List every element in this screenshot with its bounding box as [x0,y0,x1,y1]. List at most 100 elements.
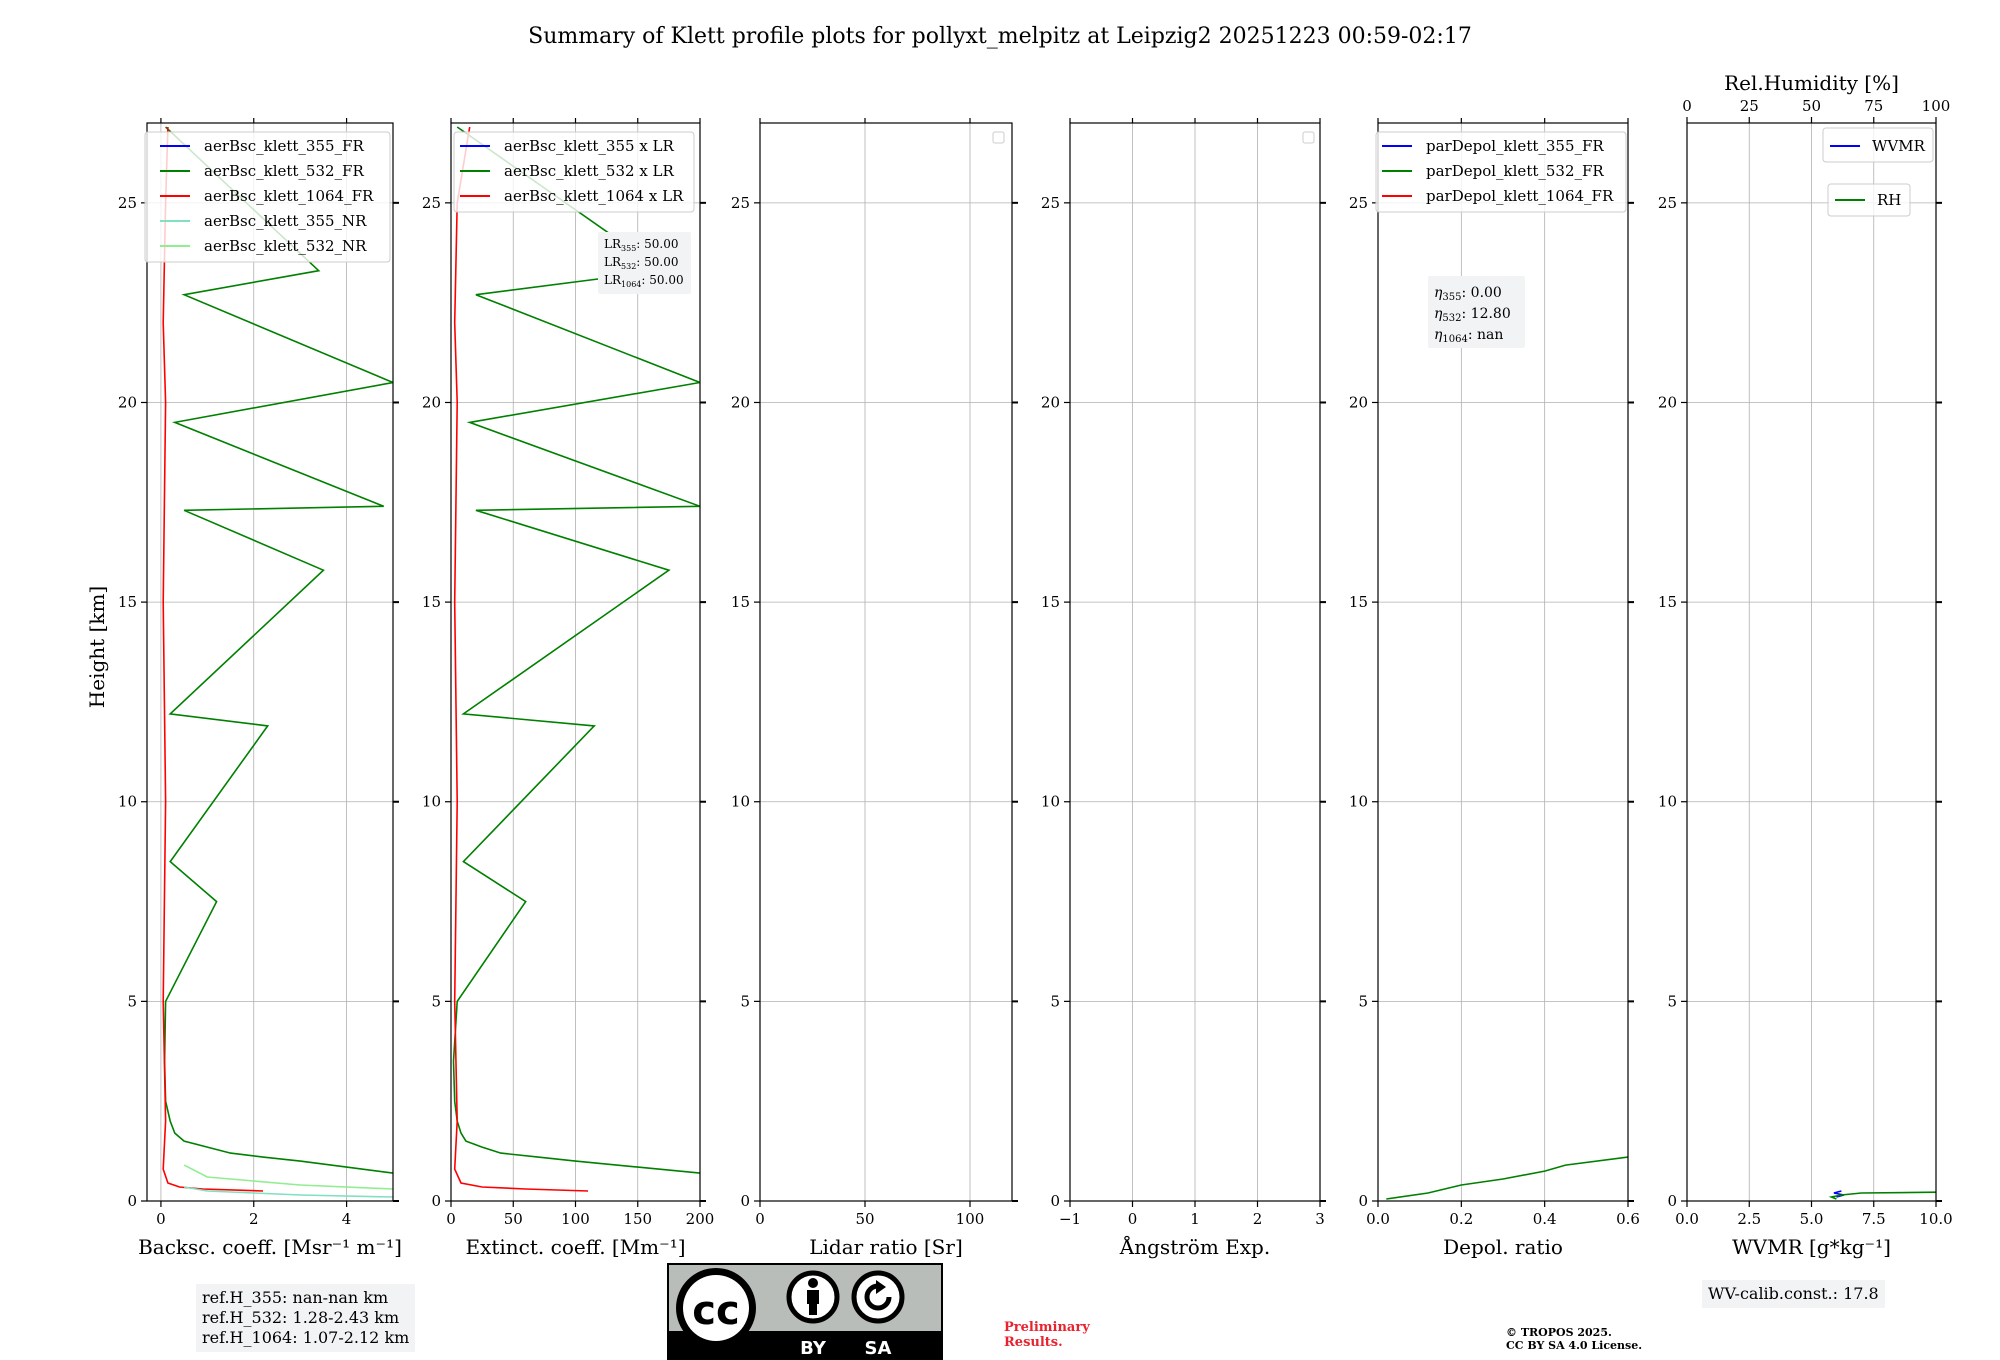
y-tick-label: 0 [127,1192,137,1210]
x-tick-label: 0.6 [1616,1210,1640,1228]
lr532-label: LR532: 50.00 [604,255,679,271]
x-tick-label: 0 [755,1210,765,1228]
y-tick-label: 5 [1050,992,1060,1010]
y-tick-label: 20 [1041,393,1060,411]
x-tick-label: 0.4 [1533,1210,1557,1228]
x-tick-label: 0 [156,1210,166,1228]
series-rh [1828,1191,1936,1200]
legend-label: aerBsc_klett_532_NR [204,237,367,255]
x-tick-label: 0 [446,1210,456,1228]
ref-h355: ref.H_355: nan-nan km [202,1288,389,1307]
lidar-ratio-box: LR355: 50.00 LR532: 50.00 LR1064: 50.00 [598,232,691,294]
eta1064-label: η1064: nan [1434,327,1503,345]
series-aerbsc-klett-1064-fr [162,126,264,1192]
eta-box: η355: 0.00 η532: 12.80 η1064: nan [1428,276,1525,348]
copyright-line-2: CC BY SA 4.0 License. [1506,1339,1643,1352]
y-tick-label: 0 [740,1192,750,1210]
preliminary-line-1: Preliminary [1004,1320,1090,1335]
x-tick-label: 10.0 [1919,1210,1952,1228]
x-tick-label: 150 [623,1210,652,1228]
x-axis-label: WVMR [g*kg⁻¹] [1732,1235,1891,1259]
x-tick-label: 2.5 [1737,1210,1761,1228]
y-tick-label: 25 [731,194,750,212]
x-tick-label: 4 [342,1210,352,1228]
y-tick-label: 25 [1041,194,1060,212]
x-tick-label: 0.0 [1366,1210,1390,1228]
panel-backscatter: 0 2 4 0 5 10 15 20 25 Backsc. coeff. [Msr⁻¹ m⁻¹] [118,118,402,1259]
y-tick-label: 5 [740,992,750,1010]
y-tick-label: 20 [1349,393,1368,411]
copyright-line-1: © TROPOS 2025. [1506,1326,1612,1339]
series-aerbsc-klett-355-nr [183,1186,393,1198]
panel-lidar-ratio: 0 50 100 0 5 10 15 20 25 Lidar ratio [Sr] [731,118,1018,1259]
legend-label: aerBsc_klett_355_FR [204,137,364,155]
x-tick-label: 0.2 [1449,1210,1473,1228]
copyright-note: © TROPOS 2025. CC BY SA 4.0 License. [1506,1326,1642,1352]
x-tick-label: 0.0 [1675,1210,1699,1228]
x-axis-label: Ångström Exp. [1119,1234,1270,1259]
legend-label: aerBsc_klett_1064_FR [204,187,374,205]
lr1064-label: LR1064: 50.00 [604,273,684,289]
y-tick-label: 20 [118,393,137,411]
x-top-tick-label: 75 [1864,97,1883,115]
x-axis-label: Depol. ratio [1443,1235,1563,1259]
legend-extinction: aerBsc_klett_355 x LR aerBsc_klett_532 x… [453,131,695,213]
panel-wvmr: 0.0 2.5 5.0 7.5 10.0 0 5 10 15 20 25 WVMR [g*kg⁻¹] 0… [1658,71,1953,1259]
y-tick-label: 10 [1349,793,1368,811]
legend-label: WVMR [1872,137,1926,155]
legend-label: aerBsc_klett_532 x LR [504,162,675,180]
axes-frame [1377,122,1629,1202]
y-tick-label: 0 [1050,1192,1060,1210]
y-tick-label: 10 [118,793,137,811]
y-tick-label: 5 [1667,992,1677,1010]
figure-title: Summary of Klett profile plots for polly… [528,24,1472,49]
y-tick-label: 0 [431,1192,441,1210]
legend-backscatter: aerBsc_klett_355_FR aerBsc_klett_532_FR … [144,131,391,263]
y-tick-label: 20 [1658,393,1677,411]
series-aerbsc-klett-532-fr [163,126,393,1174]
y-tick-label: 0 [1667,1192,1677,1210]
cc-letters: cc [692,1288,739,1334]
y-axis-label: Height [km] [85,586,109,708]
y-tick-label: 15 [1658,593,1677,611]
legend-label: aerBsc_klett_1064 x LR [504,187,684,205]
cc-by-sa-badge: cc BY SA [667,1263,943,1360]
eta355-label: η355: 0.00 [1434,285,1502,303]
x-tick-label: 200 [686,1210,715,1228]
legend-label: aerBsc_klett_355_NR [204,212,367,230]
wv-calib-box: WV-calib.const.: 17.8 [1702,1280,1885,1308]
y-tick-label: 15 [118,593,137,611]
y-tick-label: 0 [1358,1192,1368,1210]
legend-rh: RH [1827,183,1911,217]
y-tick-label: 25 [422,194,441,212]
lr355-label: LR355: 50.00 [604,237,679,253]
x-axis-label: Lidar ratio [Sr] [809,1235,963,1259]
y-tick-label: 10 [731,793,750,811]
ref-h1064: ref.H_1064: 1.07-2.12 km [202,1328,410,1347]
y-tick-label: 20 [731,393,750,411]
sa-text: SA [865,1338,892,1359]
x-tick-label: 50 [504,1210,523,1228]
legend-label: aerBsc_klett_355 x LR [504,137,675,155]
empty-legend-angstrom [1302,131,1315,144]
preliminary-note: Preliminary Results. [1004,1320,1090,1350]
series-aerbsc-klett-532-nr [183,1164,393,1190]
x-tick-label: 5.0 [1800,1210,1824,1228]
x-tick-label: 2 [249,1210,259,1228]
axes-frame [759,122,1013,1202]
x-top-tick-label: 100 [1922,97,1951,115]
series-aerbsc-klett-1064-x-lr [453,126,589,1192]
x-tick-label: 100 [561,1210,590,1228]
x-axis-label: Extinct. coeff. [Mm⁻¹] [465,1235,685,1259]
y-tick-label: 5 [431,992,441,1010]
legend-wvmr: WVMR [1822,127,1934,163]
series-aerbsc-klett-532-x-lr [452,126,700,1174]
legend-label: aerBsc_klett_532_FR [204,162,364,180]
x-tick-label: 2 [1253,1210,1263,1228]
preliminary-line-2: Results. [1004,1335,1063,1350]
y-tick-label: 15 [731,593,750,611]
x-top-tick-label: 50 [1802,97,1821,115]
